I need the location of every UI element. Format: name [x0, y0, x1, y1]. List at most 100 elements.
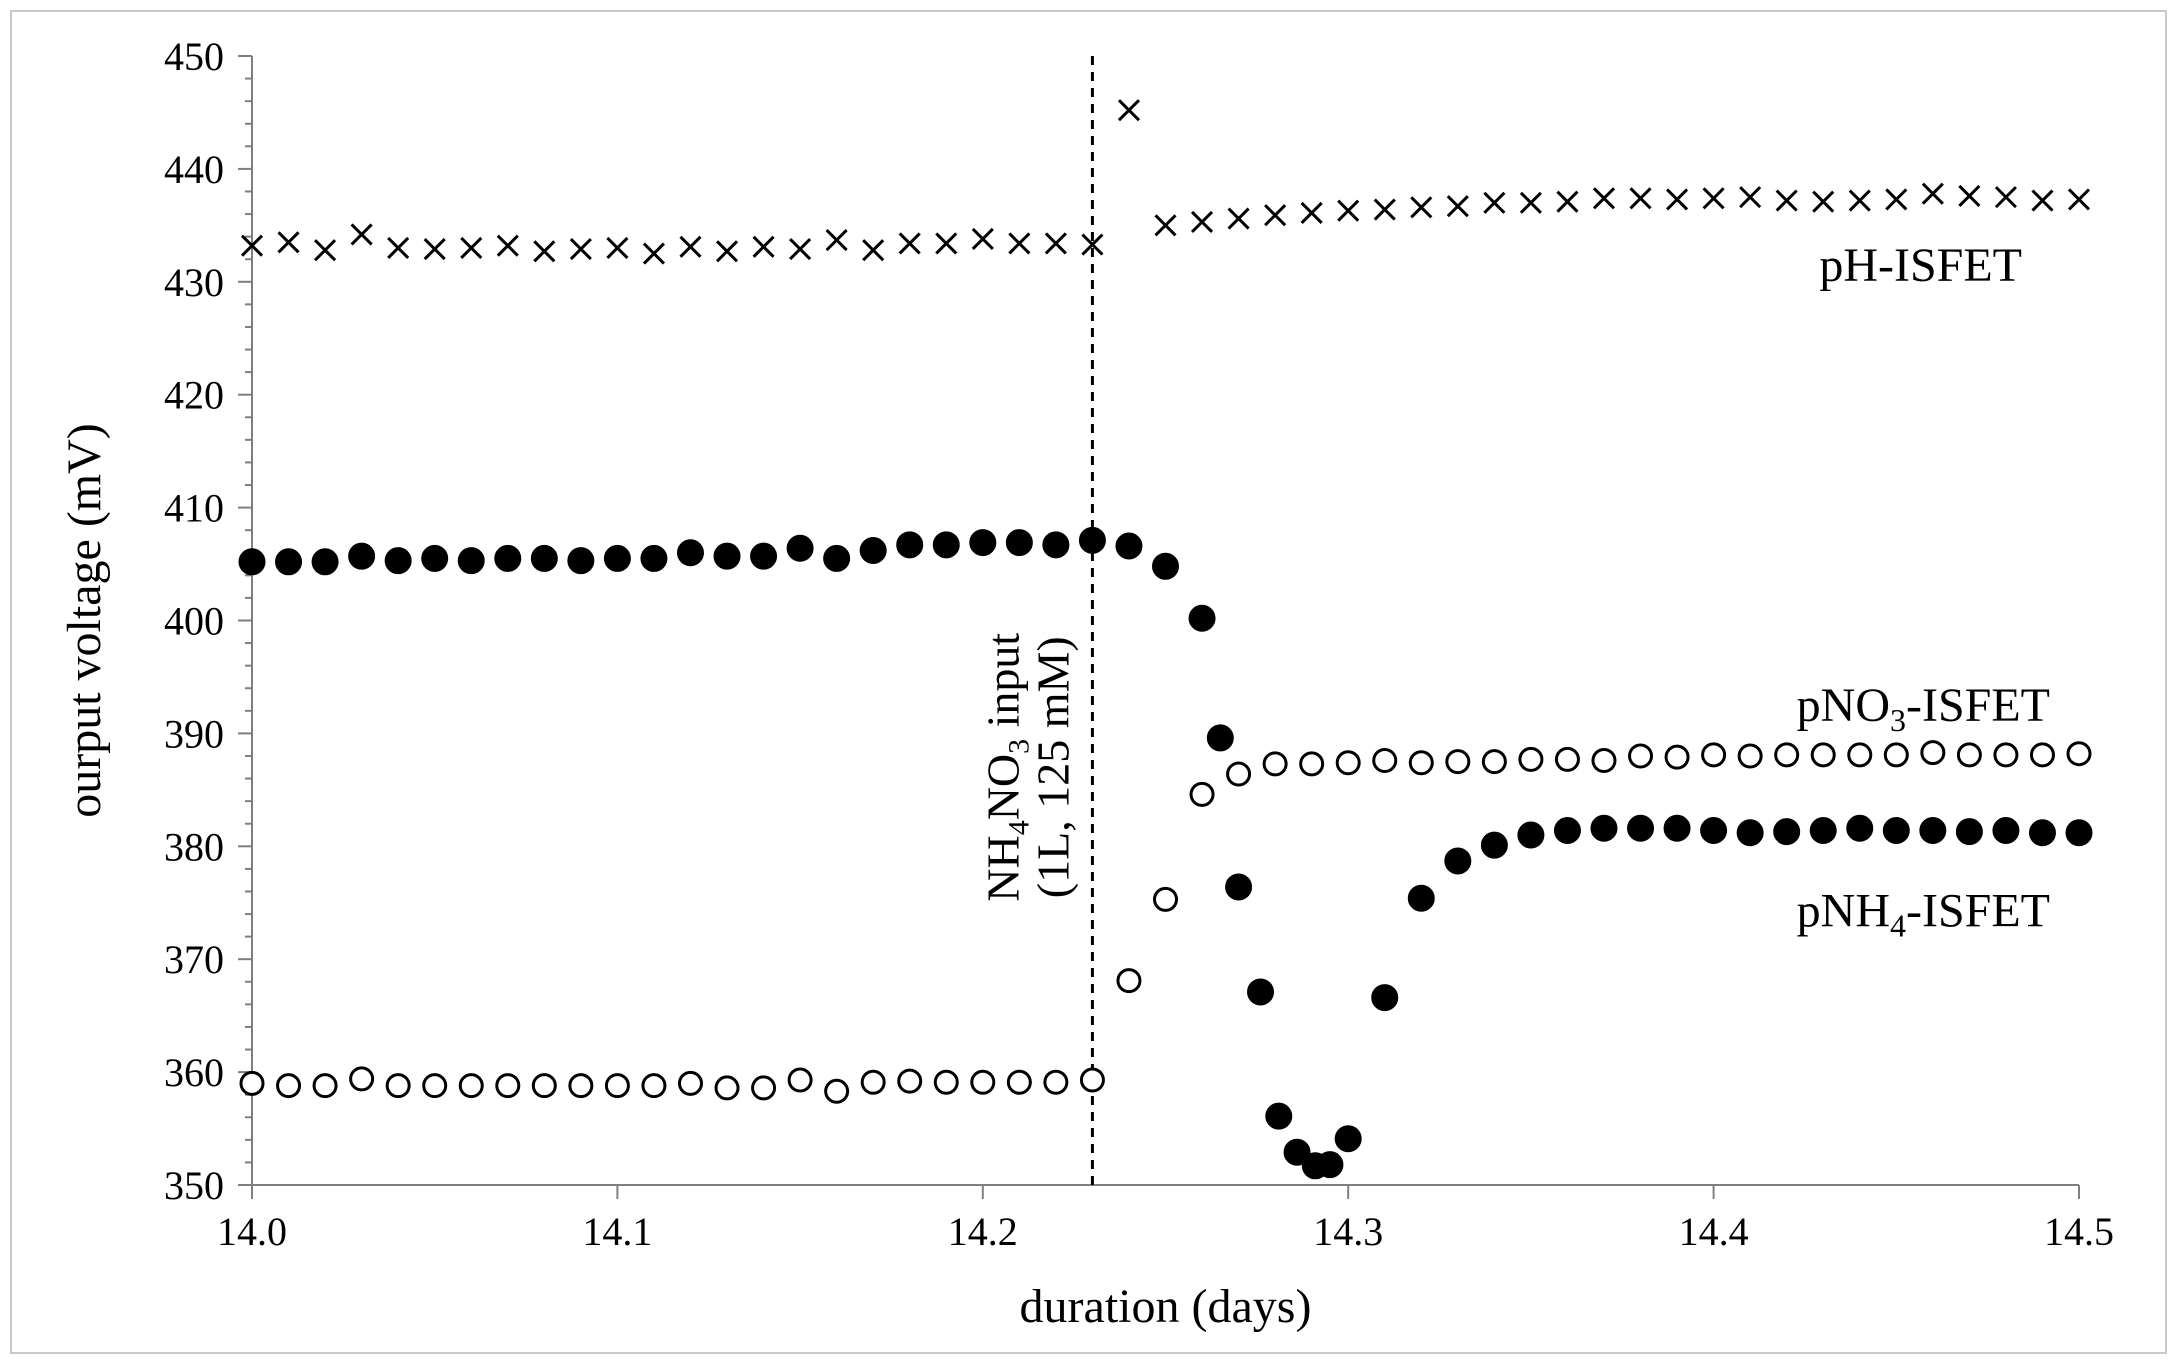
point-pno3-isfet	[1737, 743, 1763, 769]
point-pnh4-isfet	[1371, 984, 1399, 1012]
point-ph-isfet	[2067, 188, 2091, 211]
point-ph-isfet	[789, 237, 812, 261]
point-pno3-isfet	[1993, 742, 2019, 768]
point-pnh4-isfet	[1663, 814, 1691, 842]
point-ph-isfet	[715, 240, 739, 263]
point-pnh4-isfet	[530, 544, 558, 572]
point-ph-isfet	[1629, 187, 1652, 210]
x-marker-stroke	[1921, 182, 1944, 205]
point-pnh4-isfet	[2065, 819, 2093, 847]
point-ph-isfet	[1373, 198, 1396, 221]
point-pnh4-isfet	[1773, 818, 1801, 846]
point-pnh4-isfet	[1882, 816, 1910, 844]
point-ph-isfet	[1848, 189, 1871, 212]
x-marker-stroke	[1519, 191, 1542, 214]
point-ph-isfet	[1337, 199, 1360, 222]
point-pno3-isfet	[2029, 742, 2055, 768]
point-pnh4-isfet	[1444, 847, 1472, 875]
y-tick-label: 350	[164, 1163, 224, 1208]
y-tick-label: 410	[164, 486, 224, 531]
x-marker-stroke	[1264, 204, 1287, 227]
x-marker-stroke	[1592, 187, 1616, 210]
y-tick-label: 450	[164, 34, 224, 79]
point-pno3-isfet	[787, 1067, 813, 1093]
point-pnh4-isfet	[1736, 819, 1764, 847]
point-pnh4-isfet	[1919, 816, 1947, 844]
x-marker-stroke	[1958, 184, 1981, 208]
point-pno3-isfet	[1591, 747, 1617, 773]
point-ph-isfet	[679, 235, 702, 258]
x-marker-stroke	[1812, 190, 1835, 213]
x-marker-stroke	[277, 231, 300, 254]
point-pnh4-isfet	[713, 542, 741, 570]
point-pno3-isfet	[641, 1073, 667, 1099]
point-ph-isfet	[1483, 191, 1506, 214]
point-ph-isfet	[1921, 182, 1944, 205]
point-pnh4-isfet	[1206, 724, 1234, 752]
x-marker-stroke	[240, 234, 264, 257]
point-pnh4-isfet	[567, 547, 595, 575]
point-pno3-isfet	[1372, 747, 1398, 773]
point-ph-isfet	[1665, 188, 1689, 211]
point-pnh4-isfet	[896, 531, 924, 559]
x-marker-stroke	[1373, 198, 1396, 221]
x-marker-stroke	[1227, 207, 1250, 230]
x-marker-stroke	[789, 237, 812, 261]
series-label-pno3-post: -ISFET	[1906, 679, 2050, 732]
point-pnh4-isfet	[1152, 552, 1179, 580]
y-tick-label: 430	[164, 260, 224, 305]
point-pno3-isfet	[312, 1073, 338, 1099]
x-marker-stroke	[314, 239, 337, 262]
point-ph-isfet	[1154, 214, 1177, 237]
point-pnh4-isfet	[1225, 873, 1253, 901]
series-label-pnh4-post: -ISFET	[1906, 885, 2050, 938]
point-pno3-isfet	[1335, 750, 1361, 776]
x-marker-stroke	[606, 236, 629, 259]
x-marker-stroke	[1629, 187, 1652, 210]
x-marker-stroke	[1008, 232, 1031, 255]
point-pnh4-isfet	[1042, 531, 1070, 559]
x-marker-stroke	[460, 236, 483, 259]
point-ph-isfet	[1264, 204, 1287, 227]
point-pnh4-isfet	[1078, 526, 1106, 554]
event-annotation-line2: (1L, 125 mM)	[1027, 636, 1078, 898]
x-marker-stroke	[1483, 191, 1506, 214]
x-marker-stroke	[2067, 188, 2091, 211]
point-pno3-isfet	[677, 1070, 703, 1096]
x-marker-stroke	[1410, 196, 1433, 219]
x-marker-stroke	[1739, 186, 1762, 209]
point-ph-isfet	[1446, 195, 1469, 218]
point-ph-isfet	[423, 237, 446, 261]
y-axis-title: ourput voltage (mV)	[58, 423, 111, 818]
point-pnh4-isfet	[1115, 532, 1143, 560]
point-ph-isfet	[1044, 232, 1067, 255]
point-pnh4-isfet	[750, 542, 778, 570]
point-pnh4-isfet	[859, 537, 887, 565]
point-ph-isfet	[350, 223, 373, 246]
x-marker-stroke	[642, 242, 666, 265]
point-pno3-isfet	[1408, 750, 1434, 776]
point-ph-isfet	[277, 231, 300, 254]
point-pno3-isfet	[1226, 761, 1252, 787]
point-pno3-isfet	[239, 1070, 265, 1096]
x-marker-stroke	[569, 237, 592, 261]
point-ph-isfet	[1885, 188, 1908, 211]
point-pno3-isfet	[1116, 968, 1142, 994]
point-pnh4-isfet	[1283, 1138, 1311, 1166]
point-pnh4-isfet	[603, 544, 631, 572]
x-marker-stroke	[387, 236, 410, 259]
x-marker-stroke	[496, 234, 519, 257]
point-pno3-isfet	[1810, 742, 1836, 768]
point-pnh4-isfet	[1407, 884, 1435, 912]
point-pno3-isfet	[1518, 746, 1544, 772]
point-pno3-isfet	[385, 1073, 411, 1099]
point-pnh4-isfet	[2028, 819, 2056, 847]
point-pno3-isfet	[1554, 746, 1580, 772]
x-marker-stroke	[825, 228, 848, 252]
point-pnh4-isfet	[1846, 814, 1874, 842]
x-marker-stroke	[423, 237, 446, 261]
x-marker-stroke	[935, 232, 958, 255]
point-pno3-isfet	[349, 1066, 375, 1092]
x-marker-stroke	[533, 240, 556, 263]
x-marker-stroke	[1665, 188, 1689, 211]
